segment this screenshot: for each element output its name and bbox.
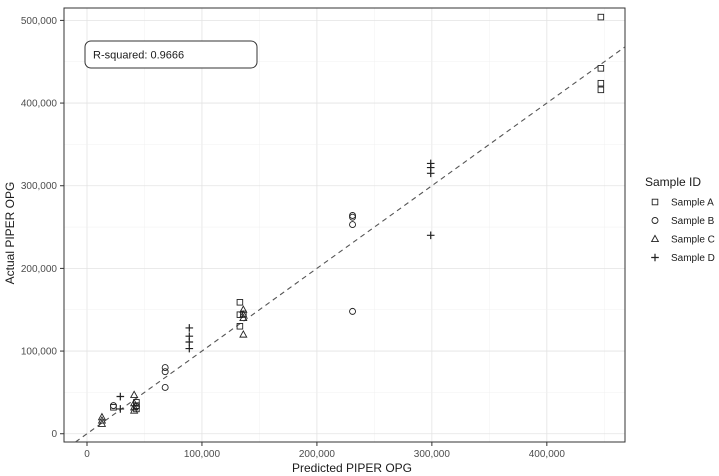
- y-tick-label: 100,000: [21, 347, 58, 358]
- sample-a-point: [597, 86, 605, 94]
- y-tick-label: 400,000: [21, 99, 58, 110]
- legend-sample-d-marker: [651, 253, 659, 262]
- data-points: [97, 13, 605, 427]
- y-axis-ticks: 0 100,000 200,000 300,000 400,000 500,000: [21, 16, 64, 440]
- sample-c-point: [129, 390, 139, 398]
- sample-c-point: [239, 329, 248, 338]
- sample-d-point: [116, 392, 125, 401]
- sample-a-point: [236, 323, 244, 330]
- x-tick-label: 400,000: [529, 449, 566, 460]
- identity-line: [75, 46, 626, 443]
- legend-sample-b-label: Sample B: [671, 216, 715, 227]
- annotation-box: [84, 40, 258, 69]
- r-squared-annotation: R-squared: 0.9666: [84, 40, 258, 69]
- sample-c-point: [97, 412, 107, 421]
- x-tick-label: 100,000: [184, 449, 221, 460]
- x-tick-label: 300,000: [414, 449, 451, 460]
- y-tick-label: 500,000: [21, 16, 58, 27]
- y-tick-label: 200,000: [21, 264, 58, 275]
- sample-b-point: [161, 368, 169, 376]
- sample-b-point: [109, 402, 117, 410]
- sample-b-point: [161, 364, 169, 372]
- sample-d-point: [116, 405, 125, 413]
- x-tick-label: 200,000: [299, 449, 336, 460]
- sample-a-point: [133, 399, 140, 406]
- legend-sample-c-label: Sample C: [671, 235, 715, 246]
- sample-d-point: [185, 324, 194, 332]
- sample-d-point: [426, 169, 435, 178]
- legend-sample-c-marker: [650, 234, 660, 243]
- sample-c-point: [239, 310, 248, 318]
- sample-a-point: [597, 13, 605, 21]
- sample-d-point: [426, 231, 435, 240]
- sample-d-point: [185, 344, 194, 353]
- reference-line: [75, 46, 626, 443]
- panel-border: [63, 7, 626, 443]
- panel-frame: [63, 7, 626, 443]
- legend-sample-d-label: Sample D: [671, 253, 715, 264]
- sample-c-point: [129, 406, 139, 414]
- y-tick-label: 0: [51, 429, 57, 440]
- r-squared-text: R-squared: 0.9666: [93, 50, 184, 62]
- x-tick-label: 0: [84, 449, 90, 460]
- sample-a-point: [597, 79, 605, 87]
- legend-sample-a-marker: [651, 198, 659, 206]
- sample-a-point: [597, 65, 605, 72]
- sample-c-point: [129, 398, 139, 407]
- legend-sample-a-label: Sample A: [671, 198, 714, 209]
- sample-b-point: [161, 383, 169, 391]
- x-axis-ticks: 0 100,000 200,000 300,000 400,000: [84, 442, 565, 460]
- x-axis-title: Predicted PIPER OPG: [292, 461, 412, 475]
- legend-title: Sample ID: [645, 175, 701, 189]
- sample-b-point: [349, 221, 356, 229]
- sample-c-point: [129, 402, 139, 411]
- sample-b-point: [349, 213, 356, 221]
- grid-lines: [64, 8, 625, 442]
- sample-c-point: [239, 313, 248, 322]
- y-axis-title: Actual PIPER OPG: [3, 182, 17, 285]
- sample-c-point: [239, 305, 248, 313]
- sample-d-point: [185, 338, 194, 346]
- y-tick-label: 300,000: [21, 181, 58, 192]
- sample-b-point: [349, 307, 356, 315]
- legend: Sample ID Sample A Sample B Sample C Sample…: [645, 175, 715, 264]
- legend-sample-b-marker: [651, 217, 659, 224]
- sample-a-point: [236, 299, 244, 306]
